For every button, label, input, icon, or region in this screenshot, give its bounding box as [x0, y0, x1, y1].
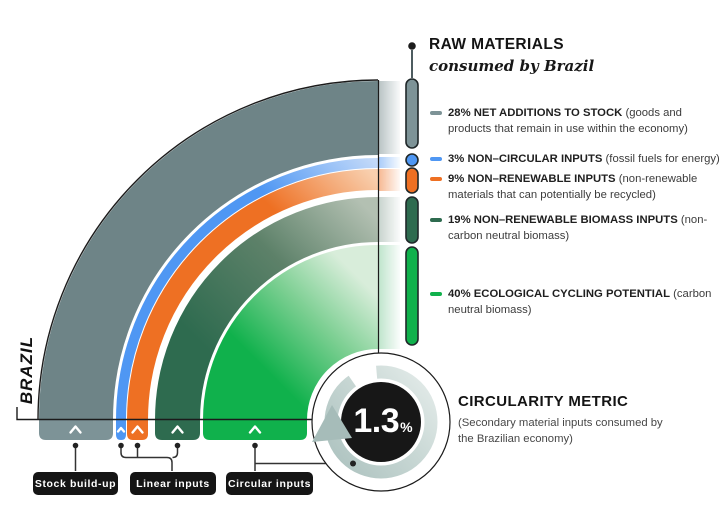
bar-segment-non-circular [405, 153, 419, 167]
metric-unit: % [400, 419, 413, 435]
arc-non-circular [116, 158, 379, 421]
legend-dash-icon [430, 177, 442, 181]
tail-non-renewable [127, 419, 148, 440]
pointer-dot [408, 42, 416, 50]
legend-dash-icon [430, 111, 442, 115]
metric-disc [341, 382, 421, 462]
chevron-up-icon [248, 425, 262, 434]
scale-bar [405, 78, 419, 346]
connector-dots [72, 442, 258, 449]
tail-ecological [203, 419, 307, 440]
recycle-arrow-icon [312, 405, 352, 442]
chevron-up-icon [171, 425, 184, 434]
outer-arc-outline [37, 79, 379, 421]
chevron-up-icon [131, 425, 144, 434]
arc-non-renewable [127, 169, 379, 421]
metric-title: CIRCULARITY METRIC [458, 393, 629, 410]
quarter-arc-bands [37, 79, 380, 422]
faded-band-extensions [379, 81, 400, 349]
tail-biomass [155, 419, 200, 440]
legend-dash-icon [430, 292, 442, 296]
chevron-up-icon [69, 425, 82, 434]
circularity-medallion [311, 352, 451, 492]
legend-text: 3% NON–CIRCULAR INPUTS (fossil fuels for… [448, 153, 720, 165]
bar-segment-net-additions [405, 78, 419, 149]
header: RAW MATERIALS consumed by Brazil [429, 36, 689, 75]
legend-text: 40% ECOLOGICAL CYCLING POTENTIAL (carbon… [448, 288, 712, 316]
connectors [74, 448, 351, 471]
label-circular-inputs: Circular inputs [226, 472, 313, 495]
page-title: RAW MATERIALS [429, 36, 564, 53]
band-tails [39, 419, 307, 440]
legend-item-non-renewable: 9% NON–RENEWABLE INPUTS (non-renewable m… [430, 172, 712, 203]
axis-label-brazil: BRAZIL [17, 335, 36, 405]
bar-segment-biomass [405, 196, 419, 244]
baseline-axis [16, 407, 312, 421]
legend-item-net-additions: 28% NET ADDITIONS TO STOCK (goods and pr… [430, 106, 712, 137]
chevron-icons [69, 425, 262, 434]
arc-ecological [203, 245, 380, 422]
legend-text: 9% NON–RENEWABLE INPUTS (non-renewable m… [448, 173, 698, 201]
arc-net-additions [39, 81, 379, 421]
arc-biomass [155, 197, 379, 421]
scale-bar-pointer [408, 42, 416, 78]
legend-dash-icon [430, 218, 442, 222]
legend-dash-icon [430, 157, 442, 161]
page-subtitle: consumed by Brazil [429, 57, 595, 75]
tail-stock [39, 419, 113, 440]
bar-segment-ecological [405, 246, 419, 346]
legend-item-non-circular: 3% NON–CIRCULAR INPUTS (fossil fuels for… [430, 152, 720, 168]
metric-value: 1.3 % [339, 402, 427, 441]
metric-subtitle: (Secondary material inputs consumed by t… [458, 417, 663, 445]
legend-item-biomass: 19% NON–RENEWABLE BIOMASS INPUTS (non-ca… [430, 213, 712, 244]
metric-number: 1.3 [353, 402, 400, 440]
label-stock-build-up: Stock build-up [33, 472, 118, 495]
legend-text: 19% NON–RENEWABLE BIOMASS INPUTS (non-ca… [448, 214, 708, 242]
ring-anchor-dot [350, 460, 356, 467]
chevron-up-icon [116, 426, 126, 433]
label-linear-inputs: Linear inputs [130, 472, 216, 495]
ring-gap [347, 363, 378, 389]
bar-segment-non-renewable [405, 167, 419, 194]
legend-item-ecological: 40% ECOLOGICAL CYCLING POTENTIAL (carbon… [430, 287, 712, 318]
legend-text: 28% NET ADDITIONS TO STOCK (goods and pr… [448, 107, 688, 135]
